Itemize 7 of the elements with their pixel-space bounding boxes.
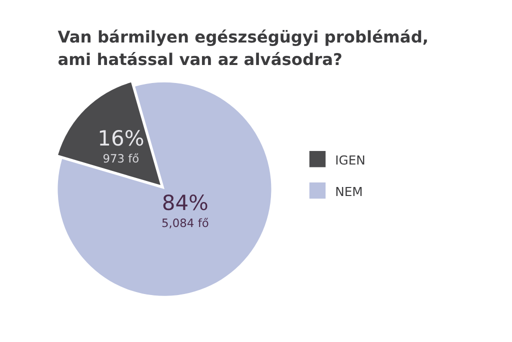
text: 973 fő xyxy=(102,151,140,166)
data-label: 84% xyxy=(162,190,208,215)
chart-title: Van bármilyen egészségügyi problémád, ami hatással van az alvásodra? xyxy=(58,27,429,70)
legend-label: IGEN xyxy=(335,152,366,168)
text: 5,084 fő xyxy=(162,216,209,230)
data-label: 16% xyxy=(98,126,144,150)
legend-label: NEM xyxy=(335,184,363,199)
